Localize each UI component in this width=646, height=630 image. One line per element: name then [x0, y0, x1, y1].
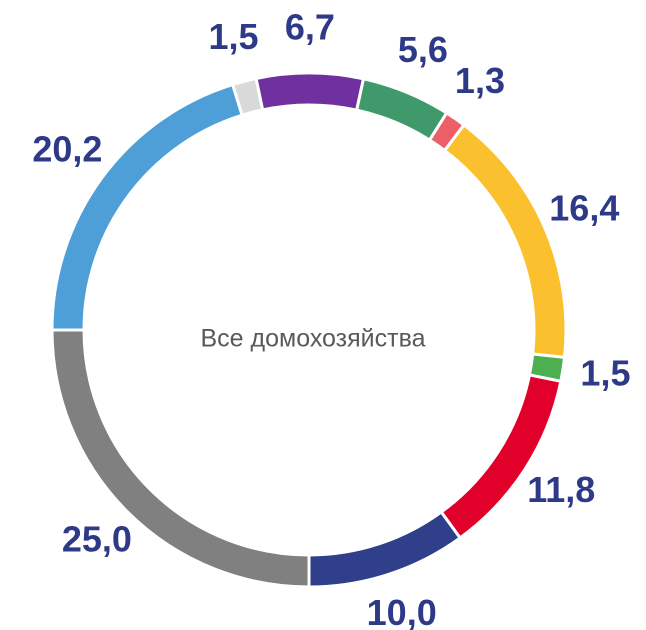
value-label: 20,2	[32, 129, 102, 170]
donut-segment	[354, 77, 449, 143]
value-label: 1,5	[580, 353, 630, 394]
donut-segment	[50, 82, 245, 332]
value-label: 11,8	[527, 469, 595, 510]
value-label: 5,6	[398, 29, 448, 70]
value-label: 6,7	[285, 7, 335, 48]
donut-segment	[307, 509, 463, 589]
value-label: 25,0	[62, 519, 132, 560]
value-label: 1,5	[208, 16, 258, 57]
value-label: 10,0	[367, 592, 437, 630]
value-label: 1,3	[455, 60, 505, 101]
donut-segment	[439, 373, 563, 541]
donut-segment	[442, 122, 568, 360]
donut-segment	[254, 71, 366, 112]
center-label: Все домохозяйства	[201, 325, 426, 353]
value-label: 16,4	[549, 187, 619, 228]
